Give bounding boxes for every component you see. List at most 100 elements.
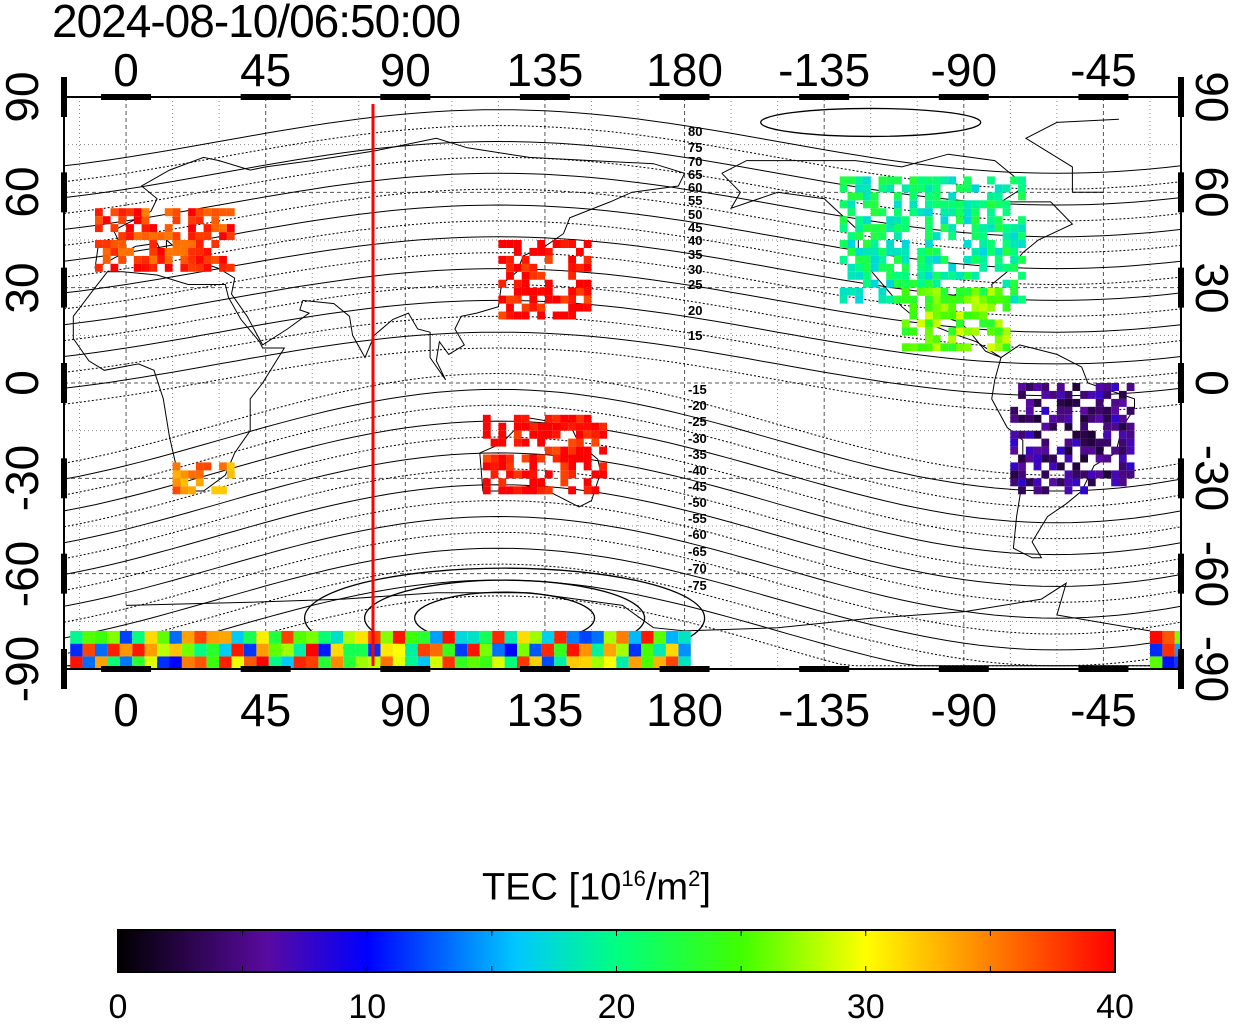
tec-cell [544,247,553,256]
tec-cell [95,630,108,644]
tec-cell [839,240,848,248]
tec-cell [82,630,95,644]
tec-cell [932,232,941,241]
tec-cell [318,656,331,669]
contour-line [760,107,982,138]
tec-cell [870,263,879,272]
tec-cell [1118,414,1127,423]
tec-cell [940,271,949,280]
tec-cell [971,287,980,296]
tec-cell [203,232,212,241]
tec-cell [963,216,972,225]
tec-cell [293,656,306,669]
tec-cell [180,470,189,479]
tec-cell [956,319,964,328]
tec-cell [211,224,220,233]
tec-cell [917,287,926,296]
tec-cell [1018,414,1026,423]
tec-cell [195,255,204,264]
tec-cell [956,271,964,280]
tec-cell [1080,446,1088,455]
tec-cell [492,656,505,669]
tec-cell [894,295,902,304]
tec-cell [847,240,856,248]
tec-cell [405,630,418,644]
tec-cell [172,486,181,495]
tec-cell [149,247,158,256]
tec-cell [513,263,522,272]
tec-cell [599,462,607,471]
tec-cell [979,295,988,304]
tec-cell [653,643,666,657]
tec-cell [188,247,196,256]
tec-cell [1041,383,1050,391]
tec-cell [132,656,145,669]
tec-cell [1018,383,1026,391]
tec-cell [994,335,1003,344]
tec-cell [141,216,150,225]
tec-cell [506,271,514,280]
tec-cell [442,643,455,657]
contour-label: -35 [688,447,707,462]
tec-cell [195,208,204,217]
tec-cell [940,287,949,296]
top-lon-label: 0 [113,44,139,96]
tec-cell [133,263,142,272]
tec-cell [544,470,553,479]
coastline [991,344,1135,559]
tec-cell [504,643,517,657]
tec-cell [568,303,576,312]
tec-cell [1174,643,1181,657]
contour-label: 30 [688,262,702,277]
tec-cell [979,319,988,328]
tec-cell [244,656,257,669]
tec-cell [653,630,666,644]
tec-cell [901,255,910,264]
tec-cell [956,343,964,352]
tec-cell [537,240,545,248]
tec-cell [529,462,538,471]
tec-cell [925,319,933,328]
tec-cell [529,430,538,439]
tec-cell [901,287,910,296]
tec-cell [479,630,493,644]
frame-tick-marks [61,77,1184,689]
tec-cell [1033,414,1042,423]
tec-cell [144,630,158,644]
tec-cell [355,643,369,657]
tec-cell [987,343,995,352]
tec-cell [909,184,918,193]
tec-cell [95,643,108,657]
tec-cell [932,255,941,264]
tec-cell [579,630,592,644]
tec-cell [963,343,972,352]
tec-cell [517,643,530,657]
tec-cell [1150,656,1163,669]
tec-cell [157,232,165,241]
tec-cell [1095,446,1104,455]
tec-cell [195,232,204,241]
tec-cell [119,630,133,644]
tec-cell [95,216,103,225]
tec-cell [180,263,189,272]
tec-cell [1018,470,1026,479]
tec-cell [498,454,507,463]
tec-cell [1002,247,1011,256]
tec-cell [1111,422,1119,431]
tec-cell [1080,470,1088,479]
tec-cell [498,279,507,288]
tec-cell [894,192,902,201]
tec-cell [1049,414,1057,423]
tec-cell [963,311,972,320]
tec-cell [110,224,119,233]
tec-cell [870,224,879,233]
tec-cell [583,240,592,248]
tec-cell [498,438,507,447]
tec-cell [583,422,592,431]
tec-cell [169,630,182,644]
tec-cell [971,200,980,209]
tec-cell [1002,279,1011,288]
tec-cell [591,656,604,669]
tec-cell [1064,446,1073,455]
tec-cell [194,643,207,657]
